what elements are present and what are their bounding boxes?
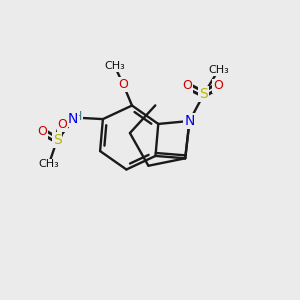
Text: O: O	[182, 80, 192, 92]
Text: O: O	[118, 78, 128, 91]
Text: S: S	[53, 133, 62, 147]
Text: CH₃: CH₃	[208, 65, 229, 75]
Text: O: O	[37, 125, 47, 138]
Text: O: O	[213, 80, 223, 92]
Text: CH₃: CH₃	[38, 159, 59, 169]
Text: N: N	[68, 112, 78, 126]
Text: N: N	[184, 114, 195, 128]
Text: H: H	[73, 110, 83, 123]
Text: CH₃: CH₃	[104, 61, 125, 71]
Text: O: O	[58, 118, 68, 131]
Text: S: S	[200, 87, 208, 101]
